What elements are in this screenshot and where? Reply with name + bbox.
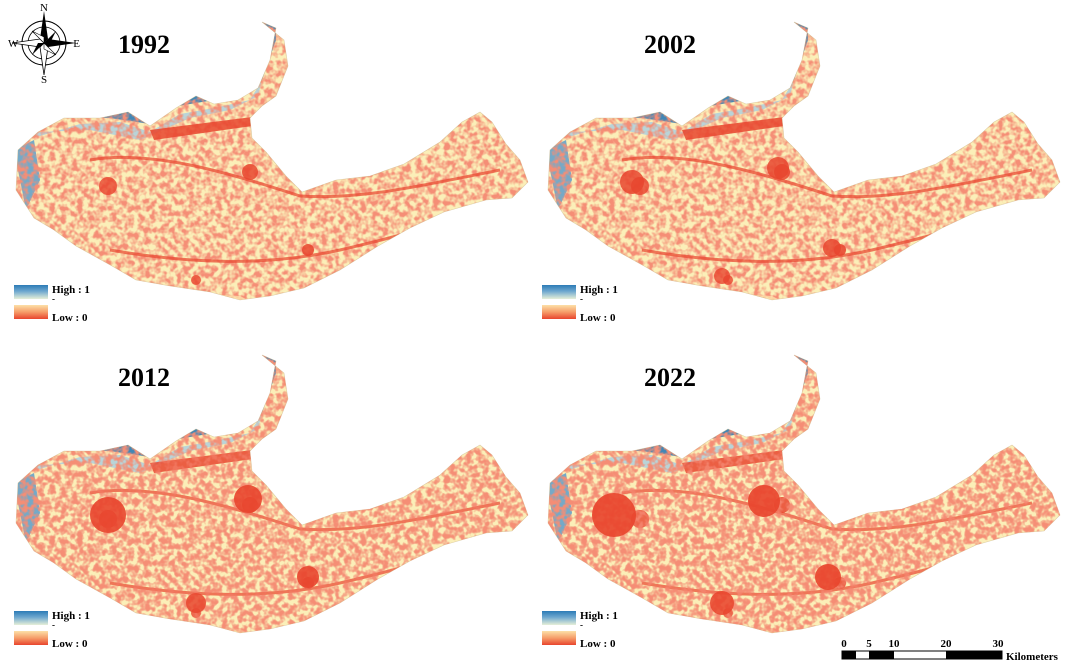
map-panel-2022: 2022 High : 1 - Low : 0 [532,333,1064,666]
scale-tick-10: 10 [889,638,901,650]
scale-tick-30: 30 [993,638,1005,650]
compass-south: S [41,74,47,84]
legend-low-label: Low : 0 [52,638,88,650]
legend: High : 1 - Low : 0 [542,284,692,335]
legend: High : 1 - Low : 0 [14,284,164,335]
legend-high-swatch [542,611,576,625]
scale-tick-5: 5 [866,638,872,650]
scale-tick-20: 20 [941,638,953,650]
legend-high-swatch [14,285,48,299]
legend-low-swatch [14,631,48,645]
scale-tick-0: 0 [841,638,847,650]
map-panel-2002: 2002 High : 1 - Low : 0 [532,0,1064,333]
legend-dash: - [52,620,55,630]
legend-dash: - [52,294,55,304]
legend-low-label: Low : 0 [580,638,616,650]
map-panel-2012: 2012 High : 1 - Low : 0 [0,333,532,666]
legend-low-swatch [542,631,576,645]
compass-north: N [40,2,48,14]
map-panel-1992: 1992 High : 1 - Low : 0 [0,0,532,333]
legend-high-swatch [14,611,48,625]
legend-low-swatch [14,305,48,319]
legend-low-label: Low : 0 [52,312,88,324]
legend-low-label: Low : 0 [580,312,616,324]
legend-dash: - [580,620,583,630]
year-label: 2022 [644,363,696,392]
legend: High : 1 - Low : 0 [14,610,164,661]
compass-east: E [73,38,80,50]
legend-high-swatch [542,285,576,299]
legend-low-swatch [542,305,576,319]
legend-dash: - [580,294,583,304]
legend-high-label: High : 1 [52,610,90,622]
compass-west: W [8,38,19,50]
legend: High : 1 - Low : 0 [542,610,692,661]
scale-unit: Kilometers [1006,651,1059,663]
legend-high-label: High : 1 [580,284,618,296]
legend-high-label: High : 1 [580,610,618,622]
compass-rose-icon: N S W E [4,2,84,86]
year-label: 1992 [118,30,170,59]
year-label: 2012 [118,363,170,392]
legend-high-label: High : 1 [52,284,90,296]
scale-bar: 0 5 10 20 30 Kilometers [838,638,1064,664]
year-label: 2002 [644,30,696,59]
